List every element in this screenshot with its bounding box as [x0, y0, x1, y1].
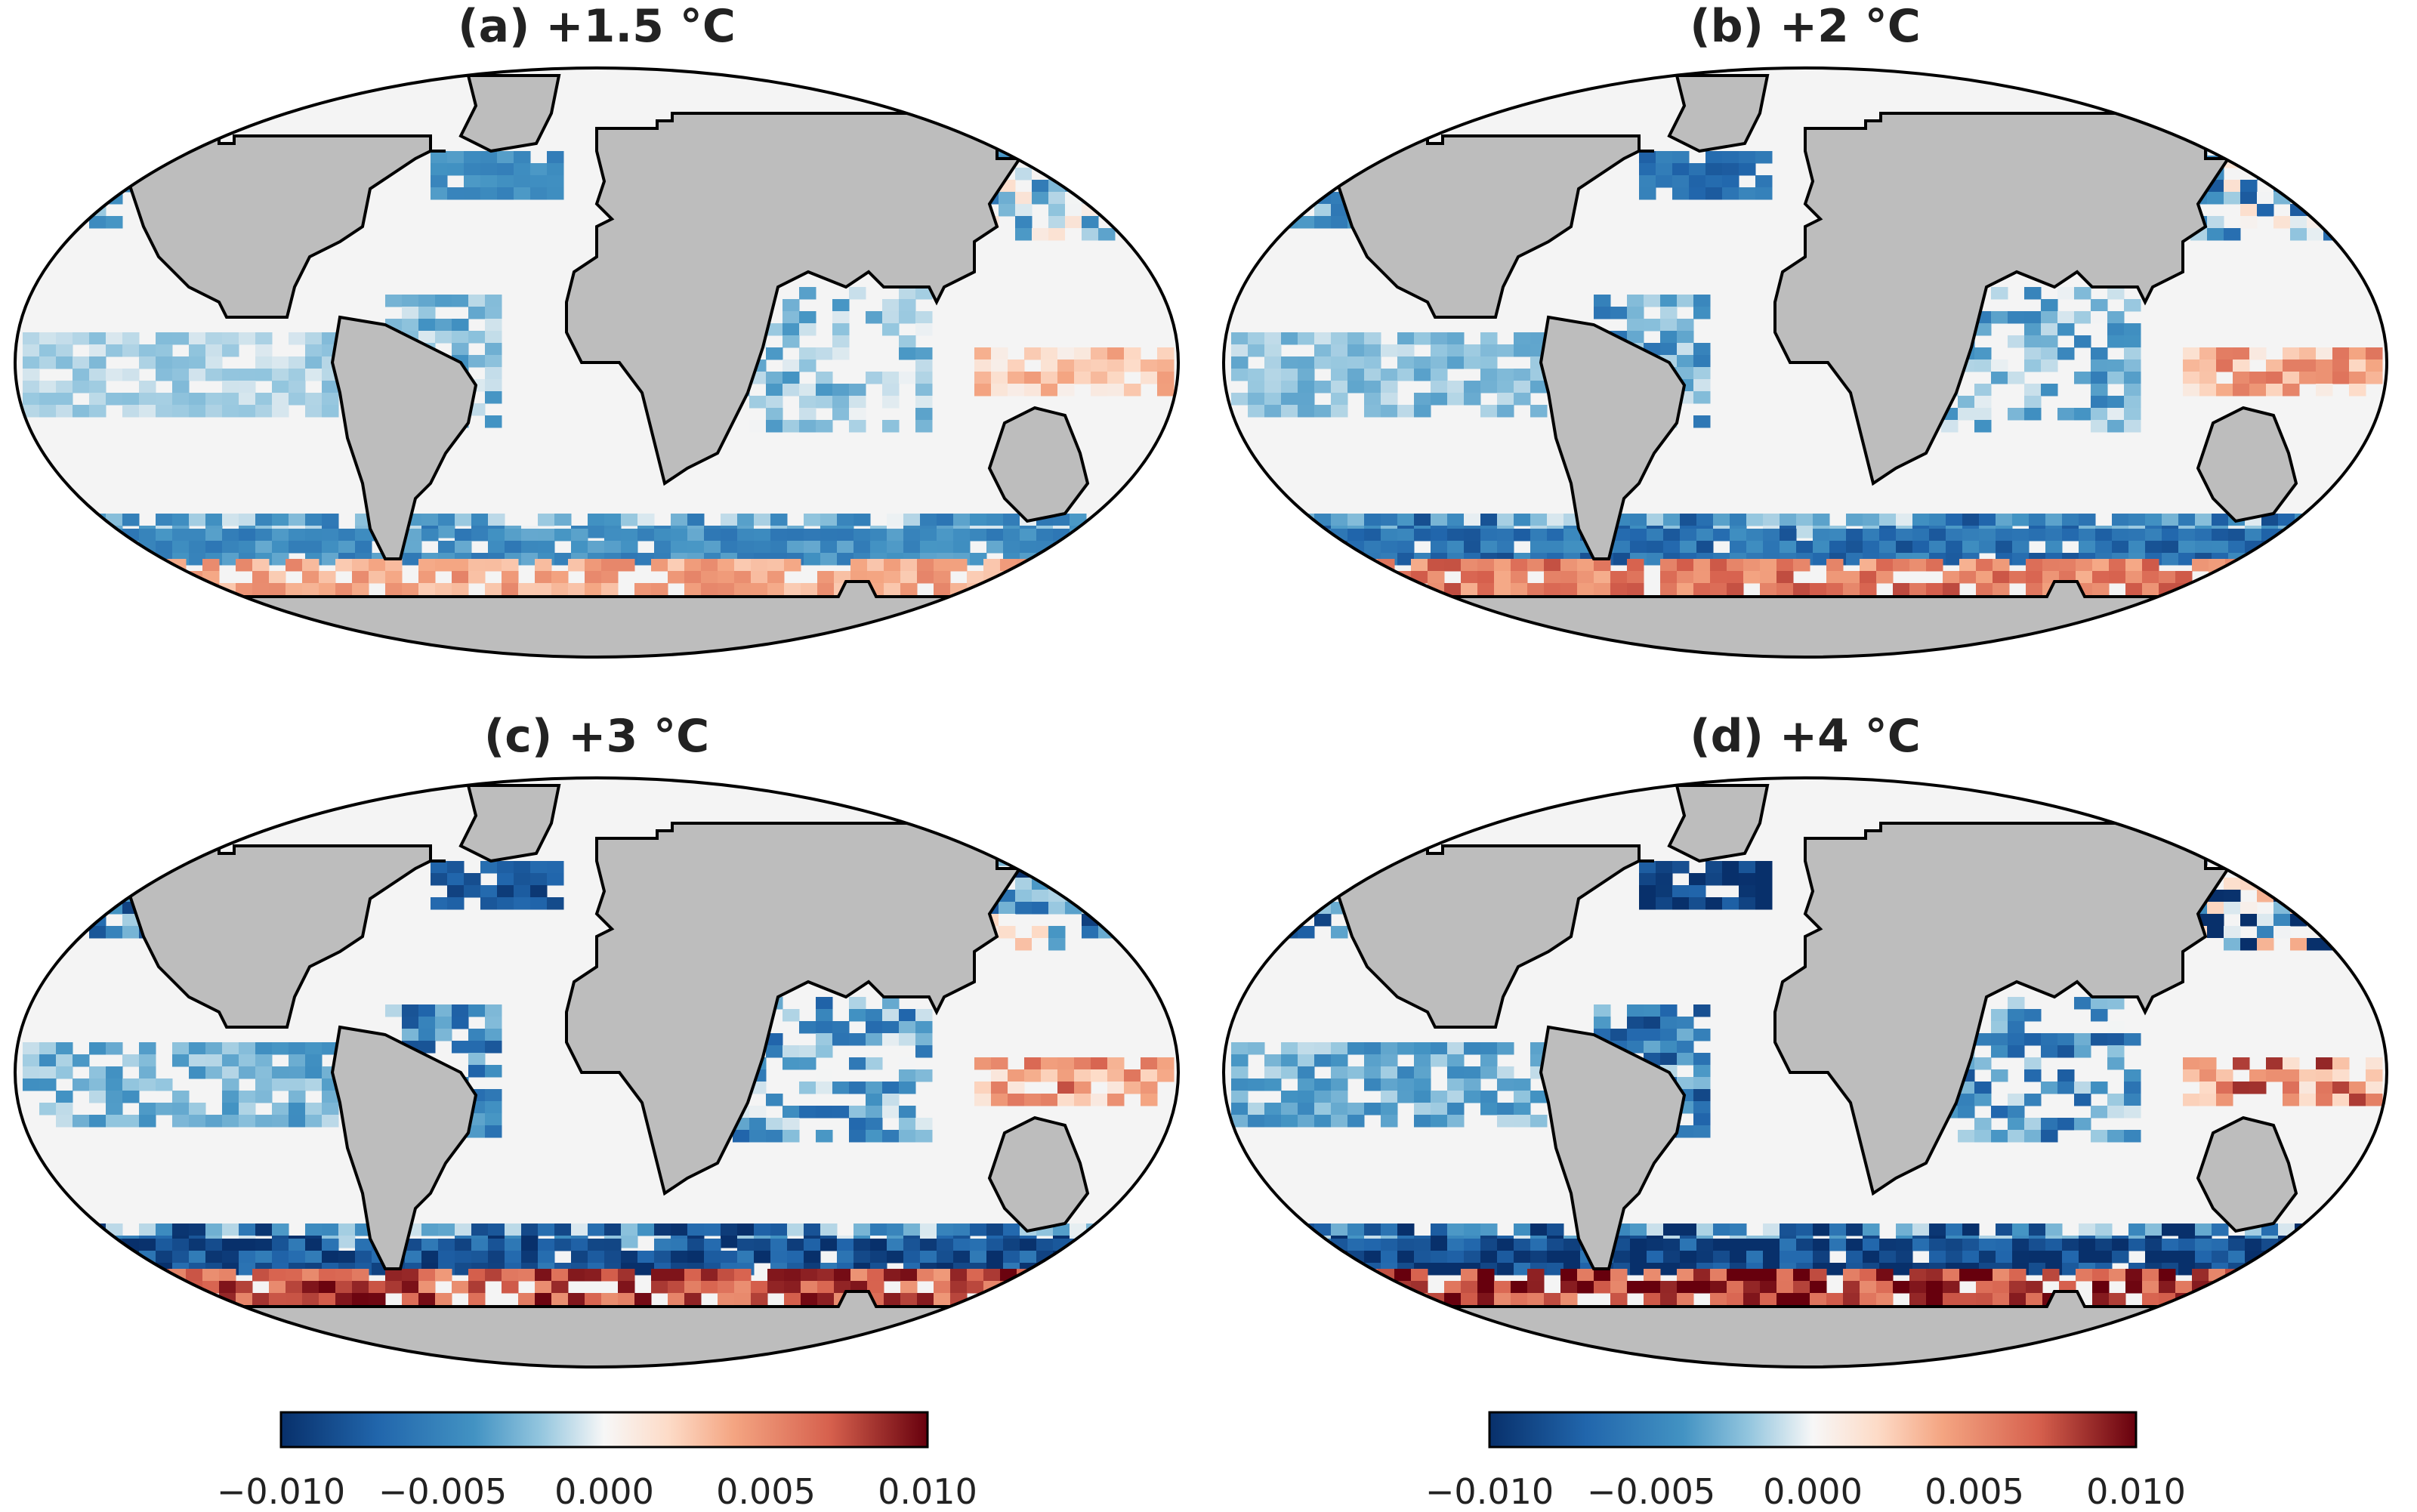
colorbar-tick-label: 0.000 [1763, 1471, 1863, 1512]
land-mass [987, 406, 1090, 523]
map-panel-a: (a) +1.5 °C [8, 0, 1186, 710]
map-panel-d: (d) +4 °C [1216, 710, 2394, 1420]
colorbar-tick-label: 0.000 [554, 1471, 654, 1512]
land-mass [1667, 784, 1770, 863]
map-b [1222, 66, 2388, 659]
land-mass [1667, 74, 1770, 153]
land-mass [458, 74, 561, 153]
colorbar-tick-label: −0.005 [378, 1471, 508, 1512]
land-mass [1539, 1025, 1687, 1270]
colorbar-tick-label: −0.010 [1425, 1471, 1554, 1512]
colorbar-tick-label: 0.005 [1925, 1471, 2024, 1512]
map-border [14, 66, 1180, 659]
map-border [14, 776, 1180, 1369]
colorbar-tick-label: −0.010 [216, 1471, 346, 1512]
land-mass [458, 784, 561, 863]
colorbar-tick-label: 0.005 [716, 1471, 816, 1512]
land-mass [330, 315, 478, 560]
panel-title-d: (d) +4 °C [1690, 710, 1921, 763]
map-border [1222, 776, 2388, 1369]
map-panel-c: (c) +3 °C [8, 710, 1186, 1420]
colorbar-tick-label: 0.010 [2086, 1471, 2186, 1512]
map-a [14, 66, 1180, 659]
land-mass [1313, 829, 1654, 1029]
colorbar-left: −0.010 −0.005 0.000 0.005 0.010 [217, 1396, 977, 1512]
land-mass [330, 1025, 478, 1270]
panel-title-c: (c) +3 °C [483, 710, 710, 763]
land-mass [2196, 1115, 2298, 1233]
land-mass [1539, 315, 1687, 560]
colorbar-ticks-left: −0.010 −0.005 0.000 0.005 0.010 [217, 1471, 977, 1512]
map-panel-b: (b) +2 °C [1216, 0, 2394, 710]
map-border [1222, 66, 2388, 659]
panel-title-a: (a) +1.5 °C [458, 0, 736, 53]
colorbar-gradient-right [1488, 1411, 2138, 1449]
land-mass [104, 119, 446, 319]
colorbar-right: −0.010 −0.005 0.000 0.005 0.010 [1425, 1396, 2186, 1512]
map-d [1222, 776, 2388, 1369]
map-c [14, 776, 1180, 1369]
colorbar-gradient-left [279, 1411, 929, 1449]
panel-title-b: (b) +2 °C [1690, 0, 1921, 53]
land-mass [987, 1115, 1090, 1233]
colorbar-ticks-right: −0.010 −0.005 0.000 0.005 0.010 [1425, 1471, 2186, 1512]
land-mass [104, 829, 446, 1029]
land-mass [2196, 406, 2298, 523]
land-mass [1313, 119, 1654, 319]
colorbar-tick-label: 0.010 [878, 1471, 977, 1512]
colorbar-tick-label: −0.005 [1586, 1471, 1716, 1512]
